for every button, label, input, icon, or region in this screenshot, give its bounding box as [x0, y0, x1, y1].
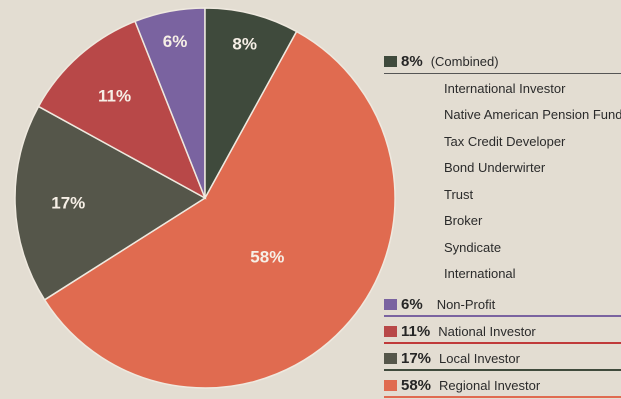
- list-item: Native American Pension Fund: [444, 107, 621, 123]
- pie-slice-label: 58%: [250, 248, 284, 267]
- pie-slice-label: 11%: [98, 86, 131, 105]
- legend-entry-non-profit: 6% Non-Profit: [384, 291, 621, 318]
- legend-entry-local: 17% Local Investor: [384, 345, 621, 372]
- legend-label: Non-Profit: [436, 297, 496, 312]
- pie-slice-label: 8%: [232, 34, 257, 53]
- legend-label-combined: (Combined): [430, 54, 499, 69]
- legend-pct: 58%: [401, 377, 432, 394]
- legend: 8% (Combined): [384, 48, 621, 75]
- legend-pct: 11%: [401, 323, 431, 340]
- list-item: Bond Underwirter: [444, 160, 546, 176]
- combined-breakdown-list: International Investor Native American P…: [444, 75, 621, 287]
- list-item: Broker: [444, 213, 483, 229]
- legend-underline: [384, 369, 621, 371]
- legend-swatch: [384, 353, 397, 364]
- legend-underline: [384, 396, 621, 398]
- legend-swatch-combined: [384, 56, 397, 67]
- legend-underline: [384, 73, 621, 74]
- legend-label: Local Investor: [439, 351, 520, 366]
- pie-slice-local-investor: [14, 105, 207, 301]
- list-item: International Investor: [444, 80, 566, 96]
- legend-swatch: [384, 326, 397, 337]
- pie-slice-national-investor: [37, 20, 207, 200]
- legend-entry-national: 11% National Investor: [384, 318, 621, 345]
- legend-label: Regional Investor: [439, 378, 541, 393]
- legend-underline: [384, 342, 621, 344]
- legend-entry-regional: 58% Regional Investor: [384, 372, 621, 399]
- legend-combined: 8% (Combined): [384, 48, 621, 75]
- list-item: Syndicate: [444, 239, 502, 255]
- list-item: International: [444, 266, 516, 282]
- legend-swatch: [384, 380, 397, 391]
- list-item: Trust: [444, 186, 474, 202]
- legend-pct-combined: 8%: [401, 53, 423, 70]
- legend-underline: [384, 315, 621, 317]
- legend-swatch: [384, 299, 397, 310]
- legend-pct: 6%: [401, 296, 423, 313]
- legend-main: 6% Non-Profit 11% National Investor 17% …: [384, 291, 621, 399]
- legend-pct: 17%: [401, 350, 432, 367]
- pie-slice-combined: [204, 7, 298, 199]
- pie-slice-label: 6%: [163, 32, 188, 51]
- pie-slice-label: 17%: [51, 193, 85, 212]
- legend-label: National Investor: [438, 324, 536, 339]
- pie-slice-regional-investor: [43, 30, 396, 389]
- list-item: Tax Credit Developer: [444, 133, 566, 149]
